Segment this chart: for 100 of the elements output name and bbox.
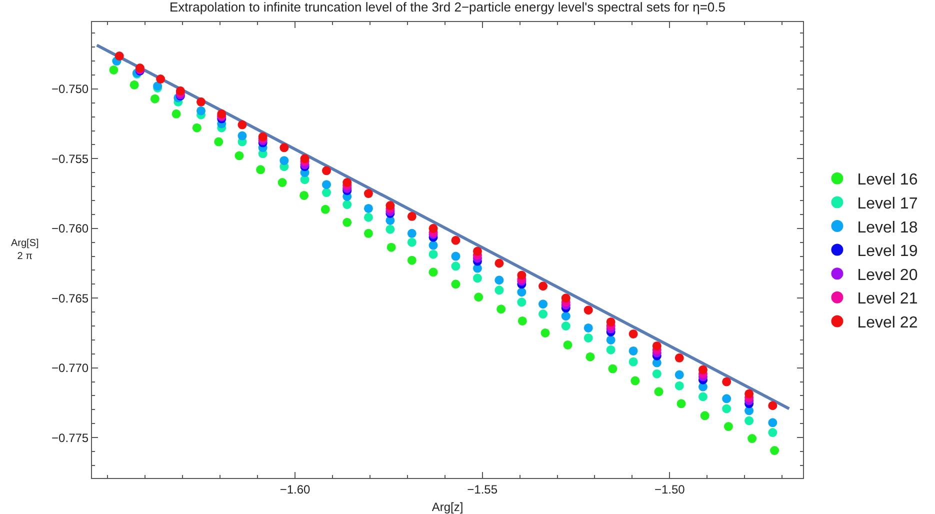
point xyxy=(407,238,416,247)
point xyxy=(386,201,395,210)
point xyxy=(472,274,482,283)
point xyxy=(278,178,287,188)
point xyxy=(654,387,664,396)
point xyxy=(386,224,395,234)
point xyxy=(606,345,616,354)
point xyxy=(451,252,460,261)
point xyxy=(517,288,526,297)
point xyxy=(280,143,289,152)
point xyxy=(606,317,616,326)
point xyxy=(674,381,684,390)
point xyxy=(630,376,640,386)
point xyxy=(628,357,638,366)
x-tick-label: −1.50 xyxy=(654,482,686,496)
point xyxy=(428,268,438,277)
point xyxy=(192,123,202,132)
point xyxy=(698,392,708,402)
point xyxy=(238,120,247,130)
legend-label: Level 22 xyxy=(857,314,918,332)
point xyxy=(342,178,352,188)
point xyxy=(496,304,506,314)
y-tick-label: −0.750 xyxy=(52,82,89,96)
point xyxy=(407,228,416,238)
point xyxy=(322,180,331,190)
point xyxy=(451,280,460,289)
point xyxy=(538,282,548,291)
y-tick-label: −0.765 xyxy=(52,291,89,306)
point xyxy=(130,80,139,90)
point xyxy=(234,151,244,160)
point xyxy=(109,65,118,74)
point xyxy=(114,52,124,61)
point xyxy=(451,262,460,271)
point xyxy=(322,188,331,198)
point xyxy=(724,422,733,432)
legend-label: Level 18 xyxy=(857,219,918,236)
point xyxy=(451,236,460,245)
point xyxy=(474,292,484,302)
point xyxy=(214,137,224,146)
point xyxy=(538,310,548,319)
chart-title: Extrapolation to infinite truncation level of the 3rd 2−particle energy level's spectral sets for η=0.5 xyxy=(169,0,726,15)
point xyxy=(386,242,396,252)
point xyxy=(494,258,504,268)
point xyxy=(494,286,504,295)
point xyxy=(768,418,778,428)
point xyxy=(561,312,570,321)
point xyxy=(540,328,550,338)
y-axis-title: Arg[S] 2 π xyxy=(11,238,40,262)
point xyxy=(722,394,732,404)
point xyxy=(364,189,373,198)
point xyxy=(584,333,593,342)
point xyxy=(744,389,754,398)
point xyxy=(407,212,416,221)
y-tick-label: −0.775 xyxy=(52,430,89,445)
y-tick-label: −0.770 xyxy=(52,361,89,376)
point xyxy=(628,329,638,338)
point xyxy=(722,404,732,414)
point xyxy=(156,74,166,84)
point xyxy=(256,165,266,174)
x-tick-label: −1.55 xyxy=(467,482,498,496)
point xyxy=(320,204,330,214)
legend-label: Level 16 xyxy=(857,172,918,189)
point xyxy=(561,322,570,330)
point xyxy=(494,276,504,285)
point xyxy=(517,270,526,280)
point xyxy=(342,200,352,210)
x-axis-title: Arg[z] xyxy=(432,500,464,514)
point xyxy=(698,365,708,374)
point xyxy=(674,353,684,362)
legend-label: Level 20 xyxy=(857,266,918,284)
x-tick-label: −1.60 xyxy=(280,482,311,496)
point xyxy=(652,341,662,350)
point xyxy=(364,228,373,238)
point xyxy=(606,335,616,344)
point xyxy=(342,218,352,227)
point xyxy=(608,364,618,374)
point xyxy=(563,340,572,350)
point xyxy=(768,428,778,438)
point xyxy=(428,250,438,259)
point xyxy=(428,224,438,233)
point xyxy=(586,352,595,362)
point xyxy=(584,323,593,332)
point xyxy=(322,166,331,176)
legend-label: Level 21 xyxy=(857,290,918,308)
point xyxy=(196,106,206,116)
point xyxy=(300,154,310,164)
point xyxy=(676,399,686,408)
point xyxy=(150,94,160,104)
point xyxy=(364,212,373,222)
legend-label: Level 19 xyxy=(857,243,918,260)
point xyxy=(748,434,757,444)
point xyxy=(538,300,548,309)
point xyxy=(364,204,373,213)
y-tick-label: −0.760 xyxy=(52,222,89,236)
point xyxy=(196,97,206,106)
point xyxy=(517,298,526,307)
point xyxy=(300,190,309,200)
point xyxy=(628,346,638,356)
y-tick-label: −0.755 xyxy=(52,152,89,166)
point xyxy=(770,446,780,456)
